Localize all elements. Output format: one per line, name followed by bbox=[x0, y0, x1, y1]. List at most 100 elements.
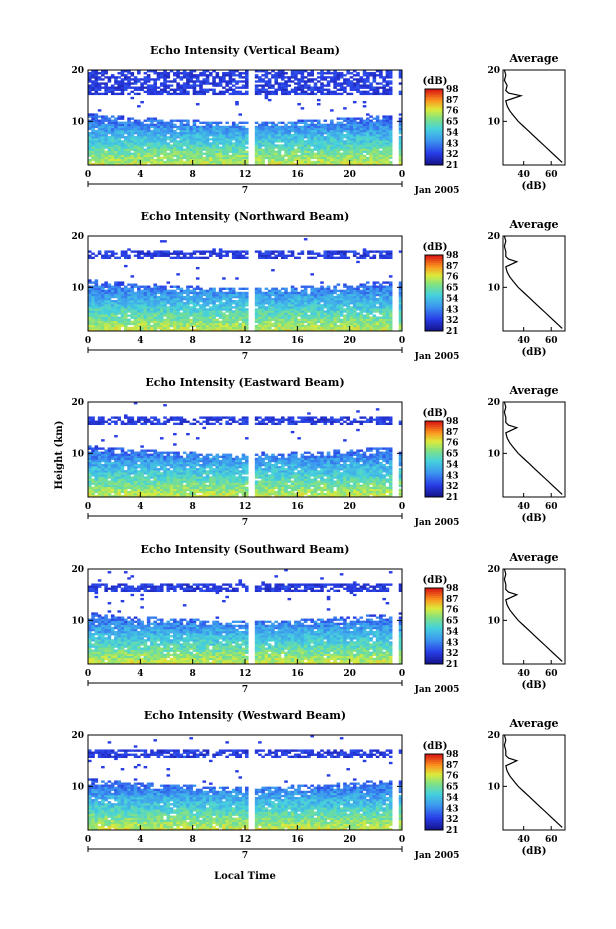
heatmap-cell bbox=[316, 127, 321, 131]
heatmap-cell bbox=[166, 92, 171, 96]
heatmap-cell bbox=[346, 324, 350, 328]
heatmap-cell bbox=[349, 125, 354, 129]
heatmap-cell bbox=[356, 125, 360, 129]
heatmap-cell bbox=[238, 250, 243, 253]
heatmap-cell bbox=[169, 129, 174, 133]
heatmap-cell bbox=[176, 152, 180, 155]
heatmap-cell bbox=[231, 162, 236, 166]
heatmap-cell bbox=[159, 297, 164, 301]
heatmap-cell bbox=[284, 144, 288, 147]
heatmap-cell bbox=[388, 144, 393, 147]
heatmap-cell bbox=[117, 129, 122, 133]
heatmap-cell bbox=[218, 326, 223, 330]
heatmap-cell bbox=[212, 160, 216, 164]
heatmap-cell bbox=[202, 72, 207, 75]
heatmap-cell bbox=[235, 129, 239, 133]
heatmap-cell bbox=[179, 160, 184, 164]
heatmap-cell bbox=[169, 127, 174, 131]
heatmap-cell bbox=[290, 144, 295, 147]
heatmap-cell bbox=[316, 293, 321, 297]
heatmap-cell bbox=[300, 121, 305, 124]
heatmap-cell bbox=[267, 125, 272, 129]
heatmap-cell bbox=[336, 76, 341, 79]
heatmap-cell bbox=[166, 84, 171, 87]
heatmap-cell bbox=[215, 72, 220, 75]
heatmap-cell bbox=[218, 142, 223, 145]
heatmap-cell bbox=[277, 300, 282, 303]
heatmap-cell bbox=[120, 302, 125, 305]
heatmap-cell bbox=[326, 156, 331, 160]
heatmap-cell bbox=[94, 80, 99, 83]
heatmap-cell bbox=[294, 90, 298, 94]
heatmap-cell bbox=[310, 140, 314, 143]
heatmap-cell bbox=[339, 302, 344, 305]
heatmap-cell bbox=[398, 308, 403, 311]
heatmap-cell bbox=[388, 289, 393, 293]
heatmap-cell bbox=[372, 320, 377, 324]
heatmap-cell bbox=[323, 146, 328, 149]
heatmap-cell bbox=[218, 289, 223, 293]
heatmap-cell bbox=[215, 152, 220, 155]
heatmap-cell bbox=[277, 310, 282, 313]
heatmap-cell bbox=[339, 310, 344, 313]
heatmap-cell bbox=[369, 293, 373, 297]
heatmap-cell bbox=[343, 289, 347, 293]
heatmap-cell bbox=[382, 125, 386, 129]
heatmap-cell bbox=[163, 152, 167, 155]
heatmap-cell bbox=[362, 125, 367, 129]
heatmap-cell bbox=[179, 144, 184, 147]
heatmap-cell bbox=[280, 318, 285, 321]
heatmap-cell bbox=[137, 140, 141, 143]
heatmap-cell bbox=[88, 308, 92, 311]
heatmap-cell bbox=[379, 310, 383, 313]
heatmap-cell bbox=[117, 121, 122, 124]
heatmap-cell bbox=[375, 291, 380, 295]
heatmap-cell bbox=[91, 162, 95, 166]
heatmap-cell bbox=[140, 160, 144, 164]
heatmap-cell bbox=[97, 297, 102, 301]
heatmap-cell bbox=[303, 140, 308, 143]
heatmap-cell bbox=[336, 131, 341, 135]
heatmap-cell bbox=[156, 310, 161, 313]
heatmap-cell bbox=[280, 312, 285, 315]
heatmap-cell bbox=[169, 125, 174, 129]
heatmap-cell bbox=[398, 121, 403, 124]
heatmap-cell bbox=[231, 322, 236, 326]
heatmap-cell bbox=[369, 146, 373, 149]
heatmap-cell bbox=[382, 291, 386, 295]
heatmap-cell bbox=[159, 308, 164, 311]
heatmap-cell bbox=[336, 256, 341, 260]
heatmap-cell bbox=[313, 148, 318, 151]
heatmap-cell bbox=[326, 146, 331, 149]
heatmap-cell bbox=[369, 115, 373, 118]
heatmap-cell bbox=[349, 297, 354, 301]
heatmap-cell bbox=[254, 92, 259, 96]
heatmap-cell bbox=[218, 248, 223, 251]
heatmap-cell bbox=[173, 123, 177, 127]
heatmap-cell bbox=[202, 146, 207, 149]
heatmap-cell bbox=[166, 154, 171, 158]
heatmap-cell bbox=[362, 72, 367, 75]
heatmap-cell bbox=[398, 142, 403, 145]
heatmap-cell bbox=[274, 289, 279, 293]
heatmap-cell bbox=[159, 90, 164, 94]
heatmap-cell bbox=[218, 256, 223, 260]
heatmap-cell bbox=[101, 82, 105, 85]
heatmap-cell bbox=[94, 156, 99, 160]
heatmap-cell bbox=[120, 142, 125, 145]
heatmap-cell bbox=[114, 134, 118, 137]
heatmap-cell bbox=[300, 310, 305, 313]
heatmap-cell bbox=[97, 306, 102, 309]
heatmap-cell bbox=[388, 275, 393, 278]
heatmap-cell bbox=[388, 252, 393, 255]
heatmap-cell bbox=[339, 289, 344, 293]
colorbar-swatch bbox=[425, 161, 443, 164]
heatmap-cell bbox=[159, 314, 164, 317]
heatmap-cell bbox=[143, 148, 148, 151]
heatmap-cell bbox=[310, 295, 314, 299]
heatmap-cell bbox=[212, 304, 216, 307]
heatmap-cell bbox=[359, 78, 364, 81]
heatmap-cell bbox=[333, 131, 337, 135]
heatmap-cell bbox=[320, 295, 324, 299]
heatmap-cell bbox=[117, 84, 122, 87]
